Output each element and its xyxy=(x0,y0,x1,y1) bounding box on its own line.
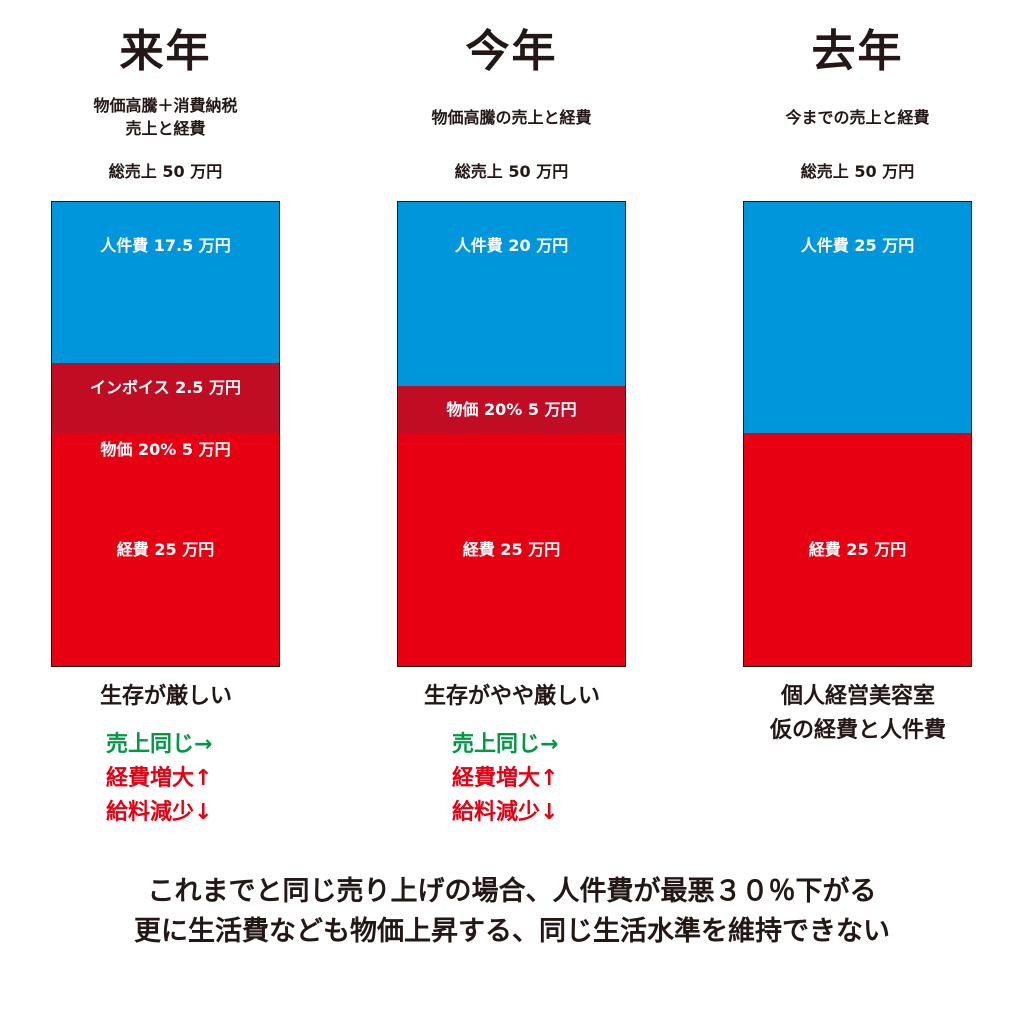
status-line: 生存がやや厳しい xyxy=(423,684,600,709)
bar-segment: 物価 20% 5 万円 xyxy=(398,386,625,433)
chart-title: 今年 xyxy=(465,26,558,77)
stacked-bar: 経費 25 万円 物価 20% 5 万円 人件費 20 万円 xyxy=(397,201,626,667)
chart-subtitle-line: 今までの売上と経費 xyxy=(785,108,930,127)
trend-note: 経費増大↑ xyxy=(106,766,213,791)
status-line: 仮の経費と人件費 xyxy=(769,718,946,743)
bar-segment-label: 経費 25 万円 xyxy=(462,539,561,559)
bar-segment: 経費 25 万円 xyxy=(744,433,971,666)
bar-segment-label: 人件費 17.5 万円 xyxy=(100,236,231,256)
chart-subtitle: 物価高騰＋消費納税 売上と経費 xyxy=(51,94,280,140)
bar-segment-label: 経費 25 万円 xyxy=(808,539,907,559)
chart-subtitle-line: 物価高騰の売上と経費 xyxy=(431,108,592,127)
total-sales-label: 総売上 50 万円 xyxy=(108,162,223,181)
bar-segment: 人件費 20 万円 xyxy=(398,202,625,387)
chart-title: 来年 xyxy=(119,26,212,77)
chart-subtitle-line: 売上と経費 xyxy=(125,119,206,138)
status-line: 生存が厳しい xyxy=(99,684,232,709)
bar-segment-label: 物価 20% 5 万円 xyxy=(100,440,231,460)
trend-notes: 売上同じ→ 経費増大↑ 給料減少↓ xyxy=(452,728,558,830)
trend-note: 売上同じ→ xyxy=(452,732,559,757)
stacked-bar: 経費 25 万円 人件費 25 万円 xyxy=(743,201,972,667)
trend-note: 給料減少↓ xyxy=(452,800,559,825)
status-text: 生存が厳しい xyxy=(11,680,321,714)
bar-segment-label: 人件費 25 万円 xyxy=(800,236,915,255)
stacked-bar: 経費 25 万円 インボイス 2.5 万円 物価 20% 5 万円 人件費 17.5 … xyxy=(51,201,280,667)
status-text: 個人経営美容室 仮の経費と人件費 xyxy=(703,680,1013,748)
trend-note: 経費増大↑ xyxy=(452,766,559,791)
bar-segment: 人件費 17.5 万円 xyxy=(52,202,279,364)
chart-subtitle: 物価高騰の売上と経費 xyxy=(397,106,626,129)
bar-segment: 人件費 25 万円 xyxy=(744,202,971,433)
chart-subtitle: 今までの売上と経費 xyxy=(743,106,972,129)
chart-title: 去年 xyxy=(811,26,904,77)
trend-notes: 売上同じ→ 経費増大↑ 給料減少↓ xyxy=(106,728,212,830)
bar-segment: 経費 25 万円 xyxy=(52,433,279,666)
status-line: 個人経営美容室 xyxy=(780,684,935,709)
bottom-message-line-2: 更に生活費なども物価上昇する、同じ生活水準を維持できない xyxy=(134,916,890,947)
trend-note: 売上同じ→ xyxy=(106,732,213,757)
bar-segment: インボイス 2.5 万円 物価 20% 5 万円 xyxy=(52,363,279,459)
bar-segment-label: 人件費 20 万円 xyxy=(454,236,569,256)
bar-segment: 経費 25 万円 xyxy=(398,433,625,666)
bar-segment-label: 物価 20% 5 万円 xyxy=(446,399,577,419)
trend-note: 給料減少↓ xyxy=(106,800,213,825)
total-sales-label: 総売上 50 万円 xyxy=(454,162,569,181)
bottom-message-line-1: これまでと同じ売り上げの場合、人件費が最悪３０％下がる xyxy=(147,876,877,907)
bottom-message: これまでと同じ売り上げの場合、人件費が最悪３０％下がる 更に生活費なども物価上昇… xyxy=(0,872,1024,952)
bar-segment-label: 経費 25 万円 xyxy=(116,539,215,559)
chart-subtitle-line: 物価高騰＋消費納税 xyxy=(93,96,238,115)
status-text: 生存がやや厳しい xyxy=(357,680,667,714)
total-sales-label: 総売上 50 万円 xyxy=(800,162,915,181)
bar-segment-label: インボイス 2.5 万円 xyxy=(89,378,241,398)
